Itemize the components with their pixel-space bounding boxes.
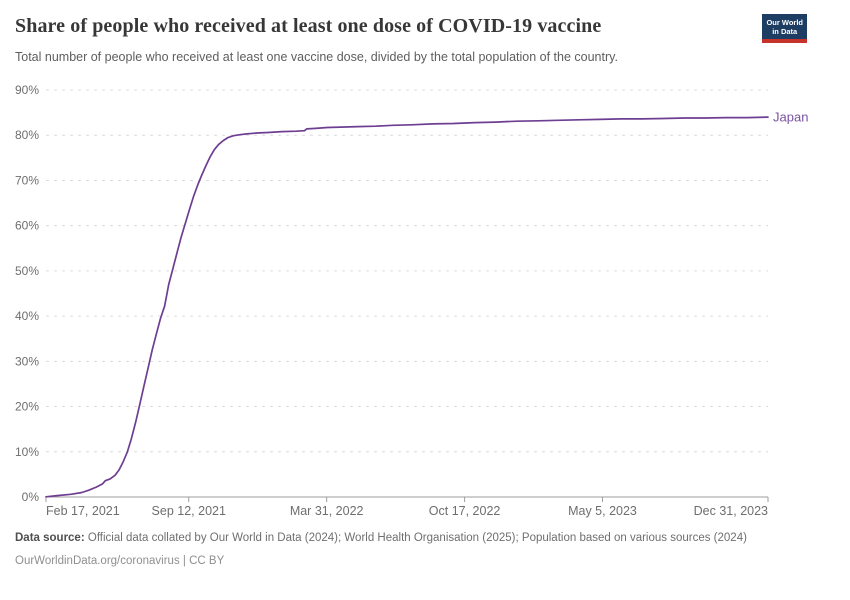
y-axis-tick-label: 70% bbox=[15, 173, 39, 187]
chart-subtitle: Total number of people who received at l… bbox=[15, 50, 618, 64]
y-axis-tick-label: 30% bbox=[15, 354, 39, 368]
owid-logo-line1: Our World bbox=[766, 18, 803, 27]
x-axis-tick-label: Oct 17, 2022 bbox=[429, 504, 501, 518]
chart-header: Share of people who received at least on… bbox=[0, 0, 850, 78]
series-label-japan: Japan bbox=[773, 110, 808, 125]
license-line: OurWorldinData.org/coronavirus | CC BY bbox=[15, 553, 793, 569]
y-axis-tick-label: 20% bbox=[15, 400, 39, 414]
line-chart: 0% 10% 20% 30% 40% 50% 60% 70% 80% 90% Feb 17, 202… bbox=[15, 83, 808, 518]
y-axis-tick-label: 80% bbox=[15, 128, 39, 142]
x-axis-tick-label: Mar 31, 2022 bbox=[290, 504, 364, 518]
x-axis-tick-label: May 5, 2023 bbox=[568, 504, 637, 518]
x-axis-tick-label: Feb 17, 2021 bbox=[46, 504, 120, 518]
page-title: Share of people who received at least on… bbox=[15, 15, 602, 37]
y-axis-tick-label: 0% bbox=[22, 490, 40, 504]
owid-coronavirus-link[interactable]: OurWorldinData.org/coronavirus bbox=[15, 555, 180, 567]
owid-logo: Our World in Data bbox=[762, 14, 807, 43]
y-axis-tick-label: 60% bbox=[15, 219, 39, 233]
owid-logo-line2: in Data bbox=[772, 27, 798, 36]
x-axis-tick-label: Dec 31, 2023 bbox=[694, 504, 768, 518]
y-axis-tick-label: 50% bbox=[15, 264, 39, 278]
chart-footer: Data source: Official data collated by O… bbox=[15, 530, 793, 569]
data-source-label: Data source: bbox=[15, 532, 85, 544]
y-axis-tick-label: 40% bbox=[15, 309, 39, 323]
data-source-value: Official data collated by Our World in D… bbox=[87, 532, 747, 544]
series-line-japan[interactable] bbox=[45, 116, 769, 498]
license-label: CC BY bbox=[189, 555, 225, 567]
data-source-text: Data source: Official data collated by O… bbox=[15, 530, 793, 546]
y-axis-tick-label: 90% bbox=[15, 83, 39, 97]
x-axis-tick-label: Sep 12, 2021 bbox=[152, 504, 226, 518]
y-axis-tick-label: 10% bbox=[15, 445, 39, 459]
separator: | bbox=[182, 555, 186, 567]
